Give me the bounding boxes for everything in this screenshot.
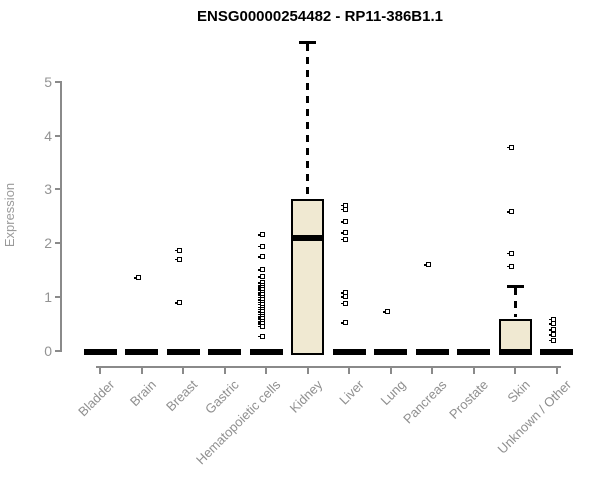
whisker-cap-kidney: [299, 40, 316, 44]
outlier-point: [175, 247, 182, 253]
y-tick-label: 5: [44, 74, 52, 90]
median-bladder: [83, 348, 117, 355]
outlier-point: [258, 323, 265, 329]
outlier-point: [507, 209, 514, 215]
outlier-point: [507, 250, 514, 256]
outlier-point: [341, 219, 348, 225]
y-tick: [55, 134, 61, 137]
x-tick-label-skin: Skin: [504, 377, 533, 406]
median-skin: [498, 348, 532, 355]
y-tick: [55, 81, 61, 83]
x-tick: [389, 367, 392, 374]
x-tick: [555, 367, 558, 374]
outlier-point: [341, 320, 348, 326]
y-tick-label: 3: [44, 181, 52, 198]
x-tick-label-kidney: Kidney: [286, 377, 326, 416]
outlier-point: [548, 327, 556, 333]
x-tick-label-gastric: Gastric: [202, 377, 243, 417]
y-tick-label: 1: [44, 288, 52, 305]
median-gastric: [208, 348, 241, 355]
outlier-point: [341, 206, 348, 212]
x-tick: [306, 367, 309, 374]
x-tick: [431, 367, 433, 374]
outlier-point: [548, 332, 556, 338]
outlier-point: [341, 230, 348, 236]
outlier-point: [175, 300, 182, 306]
outlier-point: [258, 232, 265, 238]
x-tick: [348, 367, 350, 374]
outlier-point: [424, 262, 431, 268]
x-tick: [265, 367, 267, 374]
outlier-point: [341, 236, 348, 242]
outlier-point: [258, 254, 265, 260]
x-tick: [99, 367, 101, 374]
x-tick-label-bladder: Bladder: [75, 377, 118, 420]
x-tick-label-unknown-other: Unknown / Other: [494, 377, 575, 457]
x-tick-label-lung: Lung: [377, 377, 409, 409]
x-tick: [514, 367, 516, 374]
chart-title: ENSG00000254482 - RP11-386B1.1: [196, 8, 443, 25]
x-tick-label-liver: Liver: [336, 377, 367, 408]
median-liver: [332, 348, 366, 355]
y-axis-label: Expression: [2, 182, 17, 248]
outlier-point: [258, 243, 265, 249]
outlier-point: [507, 144, 514, 150]
y-tick: [55, 295, 61, 298]
x-tick-label-prostate: Prostate: [446, 377, 492, 422]
median-prostate: [457, 348, 490, 355]
outlier-point: [548, 321, 556, 327]
outlier-point: [258, 274, 265, 280]
outlier-point: [507, 263, 514, 269]
x-tick: [140, 367, 143, 374]
median-unknown-other: [540, 348, 573, 355]
y-tick-label: 4: [44, 127, 52, 144]
median-kidney: [291, 234, 324, 241]
x-tick-label-pancreas: Pancreas: [400, 377, 450, 427]
outlier-point: [548, 337, 556, 343]
y-axis-line: [60, 81, 62, 352]
median-lung: [374, 348, 407, 355]
outlier-point: [175, 256, 182, 262]
outlier-point: [258, 267, 265, 273]
whisker-cap-skin: [506, 285, 524, 289]
outlier-point: [133, 275, 141, 280]
x-tick-label-breast: Breast: [163, 377, 201, 415]
median-brain: [125, 348, 158, 355]
outlier-point: [258, 333, 265, 339]
outlier-point: [341, 294, 348, 300]
whisker-kidney: [306, 43, 309, 197]
whisker-skin: [513, 288, 517, 318]
y-tick: [55, 349, 61, 352]
median-pancreas: [415, 348, 449, 355]
y-tick-label: 0: [44, 342, 52, 359]
x-tick: [223, 367, 226, 374]
x-axis-line: [96, 366, 561, 368]
median-hematopoietic-cells: [249, 348, 283, 355]
x-tick: [182, 367, 184, 374]
outlier-point: [341, 300, 348, 306]
box-kidney: [291, 198, 324, 356]
median-breast: [166, 348, 200, 355]
outlier-point: [382, 309, 390, 315]
x-tick: [472, 367, 475, 374]
y-tick: [55, 242, 61, 245]
x-tick-label-brain: Brain: [127, 377, 160, 410]
y-tick-label: 2: [44, 235, 52, 252]
y-tick: [55, 188, 61, 191]
